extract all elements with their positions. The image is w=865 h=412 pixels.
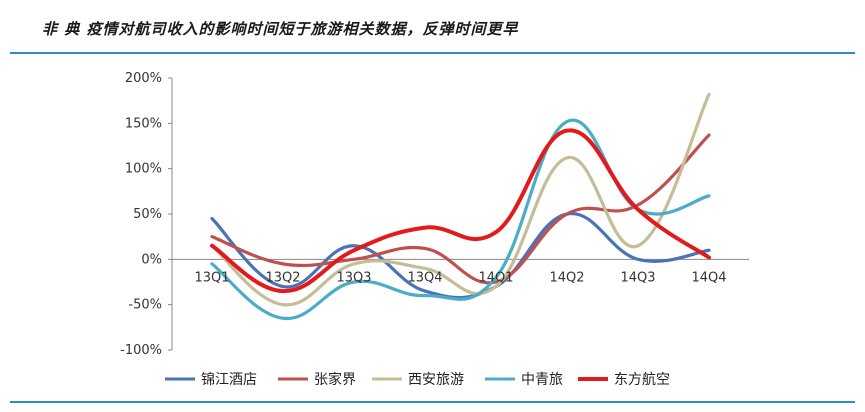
y-tick-label: 200% [125,71,162,86]
y-tick-label: 0% [141,252,162,267]
series-line-5 [210,128,711,294]
y-tick-label: 150% [125,116,162,131]
x-tick-label: 14Q2 [549,270,584,285]
legend-label: 中青旅 [521,372,563,388]
x-tick-label: 14Q4 [691,270,726,285]
x-tick-labels: 13Q1 13Q2 13Q3 13Q4 14Q1 14Q2 14Q3 14Q4 [194,270,726,285]
series-line-3 [210,92,711,307]
legend: 锦江酒店 张家界 西安旅游 中青旅 东方航空 [165,371,670,388]
legend-label: 锦江酒店 [201,371,257,388]
x-tick-label: 14Q3 [620,270,655,285]
chart-headline: 非 典 疫情对航司收入的影响时间短于旅游相关数据，反弹时间更早 [42,20,519,38]
chart-headline-bar: 非 典 疫情对航司收入的影响时间短于旅游相关数据，反弹时间更早 [10,12,855,54]
legend-label: 西安旅游 [408,372,464,388]
y-tick-label: -100% [120,343,162,358]
axes: -100% -50% 0% 50% 100% 150% 200% [120,71,749,358]
series-lines [210,92,711,320]
y-tick-label: 50% [133,207,162,222]
footer-rule [10,401,855,403]
y-tick-label: -50% [128,298,162,313]
y-tick-label: 100% [125,162,162,177]
x-tick-label: 13Q3 [336,270,371,285]
x-tick-label: 13Q2 [265,270,300,285]
x-tick-label: 13Q4 [407,270,442,285]
x-tick-label: 13Q1 [194,270,229,285]
x-tick-label: 14Q1 [478,270,513,285]
series-line-2 [210,133,711,285]
legend-label: 张家界 [314,371,356,388]
legend-label: 东方航空 [614,372,670,388]
